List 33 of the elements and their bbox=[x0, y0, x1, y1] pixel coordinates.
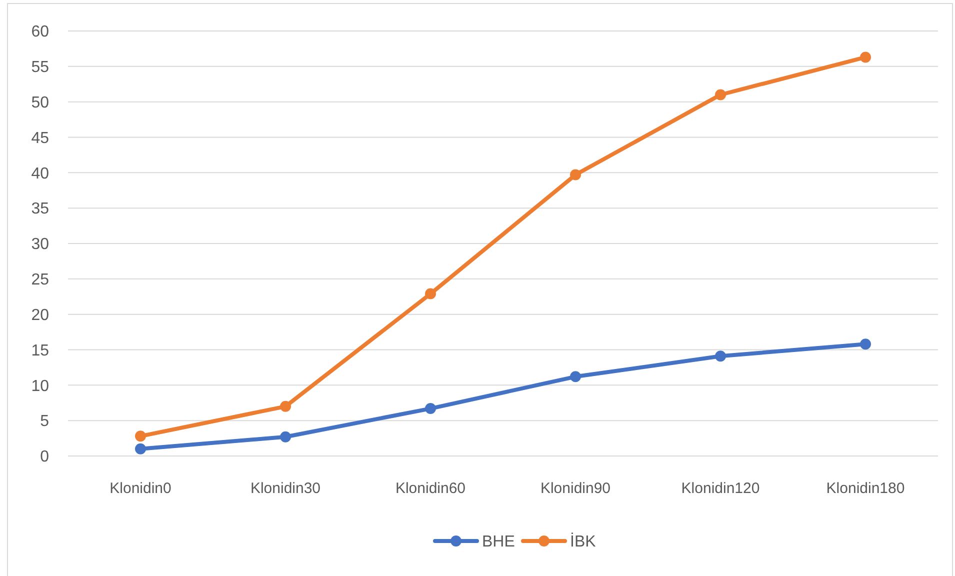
y-tick-label: 30 bbox=[31, 236, 50, 254]
x-tick-label: Klonidin30 bbox=[250, 480, 321, 497]
point bbox=[280, 431, 291, 442]
y-tick-label: 35 bbox=[31, 200, 50, 218]
x-tick-label: Klonidin180 bbox=[826, 480, 905, 497]
y-tick-label: 15 bbox=[31, 342, 50, 360]
point bbox=[425, 288, 436, 300]
y-tick-label: 10 bbox=[31, 378, 50, 395]
point bbox=[715, 89, 726, 100]
x-tick-label: Klonidin90 bbox=[540, 480, 611, 497]
y-tick-label: 5 bbox=[40, 413, 50, 430]
x-tick-label: Klonidin120 bbox=[681, 480, 760, 497]
point bbox=[860, 52, 871, 63]
legend-label: BHE bbox=[482, 534, 515, 551]
point bbox=[425, 403, 436, 414]
y-tick-label: 25 bbox=[31, 272, 50, 289]
y-tick-label: 0 bbox=[40, 448, 50, 466]
point bbox=[570, 169, 581, 180]
legend-label: İBK bbox=[570, 532, 596, 551]
y-tick-label: 60 bbox=[31, 24, 50, 41]
point bbox=[280, 400, 291, 412]
x-tick-label: Klonidin60 bbox=[395, 480, 466, 497]
point bbox=[715, 350, 726, 362]
y-tick-label: 55 bbox=[31, 59, 50, 76]
y-tick-label: 50 bbox=[31, 94, 50, 112]
point bbox=[860, 338, 871, 350]
point bbox=[135, 430, 146, 442]
x-tick-label: Klonidin0 bbox=[110, 480, 172, 497]
point bbox=[570, 371, 581, 382]
y-tick-label: 40 bbox=[31, 165, 50, 182]
y-tick-label: 45 bbox=[31, 130, 50, 147]
point bbox=[135, 443, 146, 454]
y-tick-label: 20 bbox=[31, 306, 50, 324]
